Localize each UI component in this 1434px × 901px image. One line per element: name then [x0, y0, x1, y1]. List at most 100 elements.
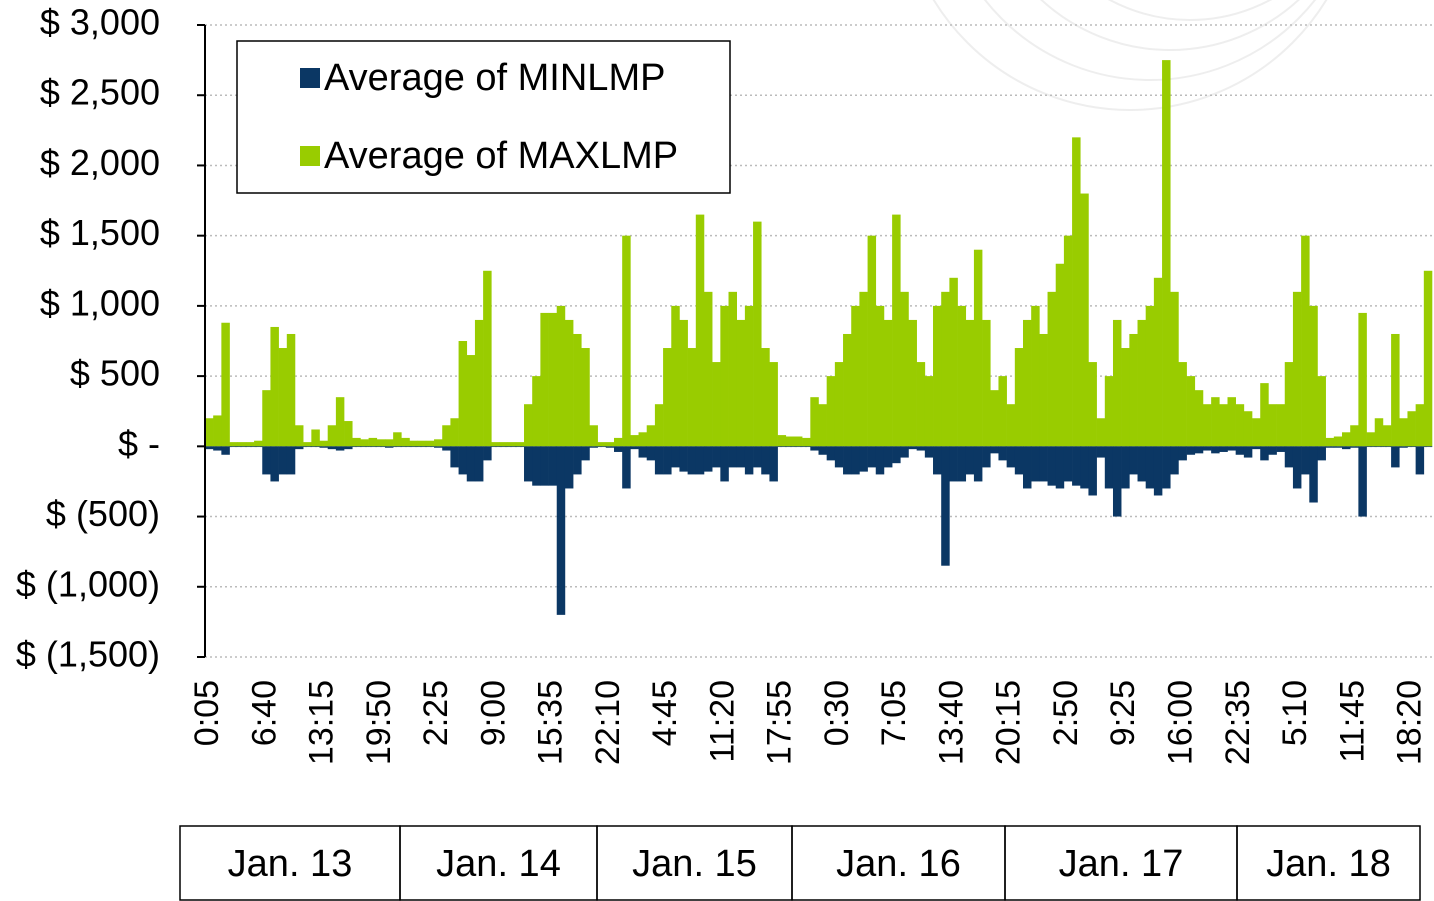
bar [1145, 446, 1155, 489]
bar [1235, 404, 1245, 447]
legend-swatch [300, 146, 320, 166]
bar [368, 437, 378, 447]
bar [810, 397, 819, 447]
x-groups: Jan. 13 Jan. 14 Jan. 15 Jan. 16 Jan. 17 Jan. … [179, 825, 1421, 901]
bar [1039, 446, 1048, 482]
x-tick-label: 7:05 [875, 680, 913, 746]
bar [703, 446, 713, 472]
bar [564, 319, 574, 447]
x-tick-label: 15:35 [532, 680, 570, 765]
bar [646, 425, 656, 447]
bar [499, 442, 508, 447]
bar [1137, 319, 1146, 447]
bar [344, 421, 353, 447]
bar [646, 446, 656, 461]
legend-label: Average of MINLMP [324, 57, 665, 99]
bar [933, 305, 942, 447]
bar [957, 446, 967, 482]
y-tick-label: $ 3,000 [40, 2, 160, 43]
bar [417, 446, 427, 448]
bar [524, 446, 533, 482]
bar [442, 425, 451, 447]
bar [1227, 397, 1236, 447]
bar [793, 446, 803, 448]
bar [581, 446, 590, 461]
bar [998, 376, 1007, 447]
bar [1137, 446, 1146, 482]
bar [1423, 270, 1433, 447]
y-tick-label: $ 2,500 [40, 72, 160, 113]
bar [548, 446, 558, 486]
x-tick-label: 22:10 [589, 680, 627, 765]
bar [1080, 193, 1089, 447]
bar [434, 446, 443, 448]
bar [597, 446, 607, 448]
bar [1276, 404, 1286, 447]
bar [425, 446, 435, 448]
bar [384, 439, 394, 447]
bar [597, 442, 607, 447]
x-group-label: Jan. 17 [1059, 843, 1184, 885]
bar [213, 415, 222, 447]
bar [679, 446, 688, 472]
bar [229, 442, 239, 447]
bar [205, 418, 214, 447]
bar [245, 446, 255, 448]
bar [1129, 446, 1138, 475]
bar [892, 446, 901, 464]
bar [409, 446, 418, 448]
bar [843, 333, 852, 447]
bar [1219, 404, 1228, 447]
bar [1006, 446, 1016, 468]
bar [875, 305, 885, 447]
bar [818, 404, 827, 447]
bar [540, 446, 549, 486]
bar [744, 305, 754, 447]
bar [982, 319, 991, 447]
bar [1415, 446, 1425, 475]
bar [589, 446, 598, 448]
bar [1039, 333, 1048, 447]
bar [1276, 446, 1286, 452]
bar [303, 446, 312, 448]
bar [990, 390, 999, 447]
bar [474, 319, 484, 447]
bar [818, 446, 827, 455]
bar [1391, 333, 1400, 447]
bar [1399, 446, 1408, 448]
bar [491, 446, 500, 448]
bar [990, 446, 999, 454]
bar [687, 348, 697, 447]
y-tick-label: $ (1,500) [16, 634, 160, 675]
bar [965, 319, 975, 447]
bar [1211, 397, 1220, 447]
bar [556, 305, 566, 447]
bar [1112, 446, 1122, 517]
bar [1301, 235, 1310, 447]
bar [1170, 446, 1179, 475]
bar [1153, 446, 1163, 496]
bar [1358, 312, 1367, 447]
bar [1309, 305, 1318, 447]
bar [254, 446, 263, 448]
bar [1268, 446, 1277, 455]
bar [1333, 446, 1343, 448]
bar [720, 305, 729, 447]
bar [1170, 291, 1179, 447]
bar [1031, 305, 1040, 447]
bar [605, 442, 615, 447]
bar [278, 446, 288, 475]
x-tick-label: 11:20 [703, 680, 741, 763]
bar [401, 437, 410, 447]
x-tick-label: 11:45 [1333, 680, 1371, 763]
bar [1186, 446, 1196, 455]
bar [409, 440, 418, 447]
bar [1374, 418, 1384, 447]
bar [556, 446, 566, 615]
bar [1284, 362, 1294, 447]
bar [949, 277, 958, 447]
bar [908, 319, 917, 447]
x-tick-label: 0:30 [818, 680, 856, 746]
bar [1145, 305, 1155, 447]
bar [663, 446, 672, 475]
